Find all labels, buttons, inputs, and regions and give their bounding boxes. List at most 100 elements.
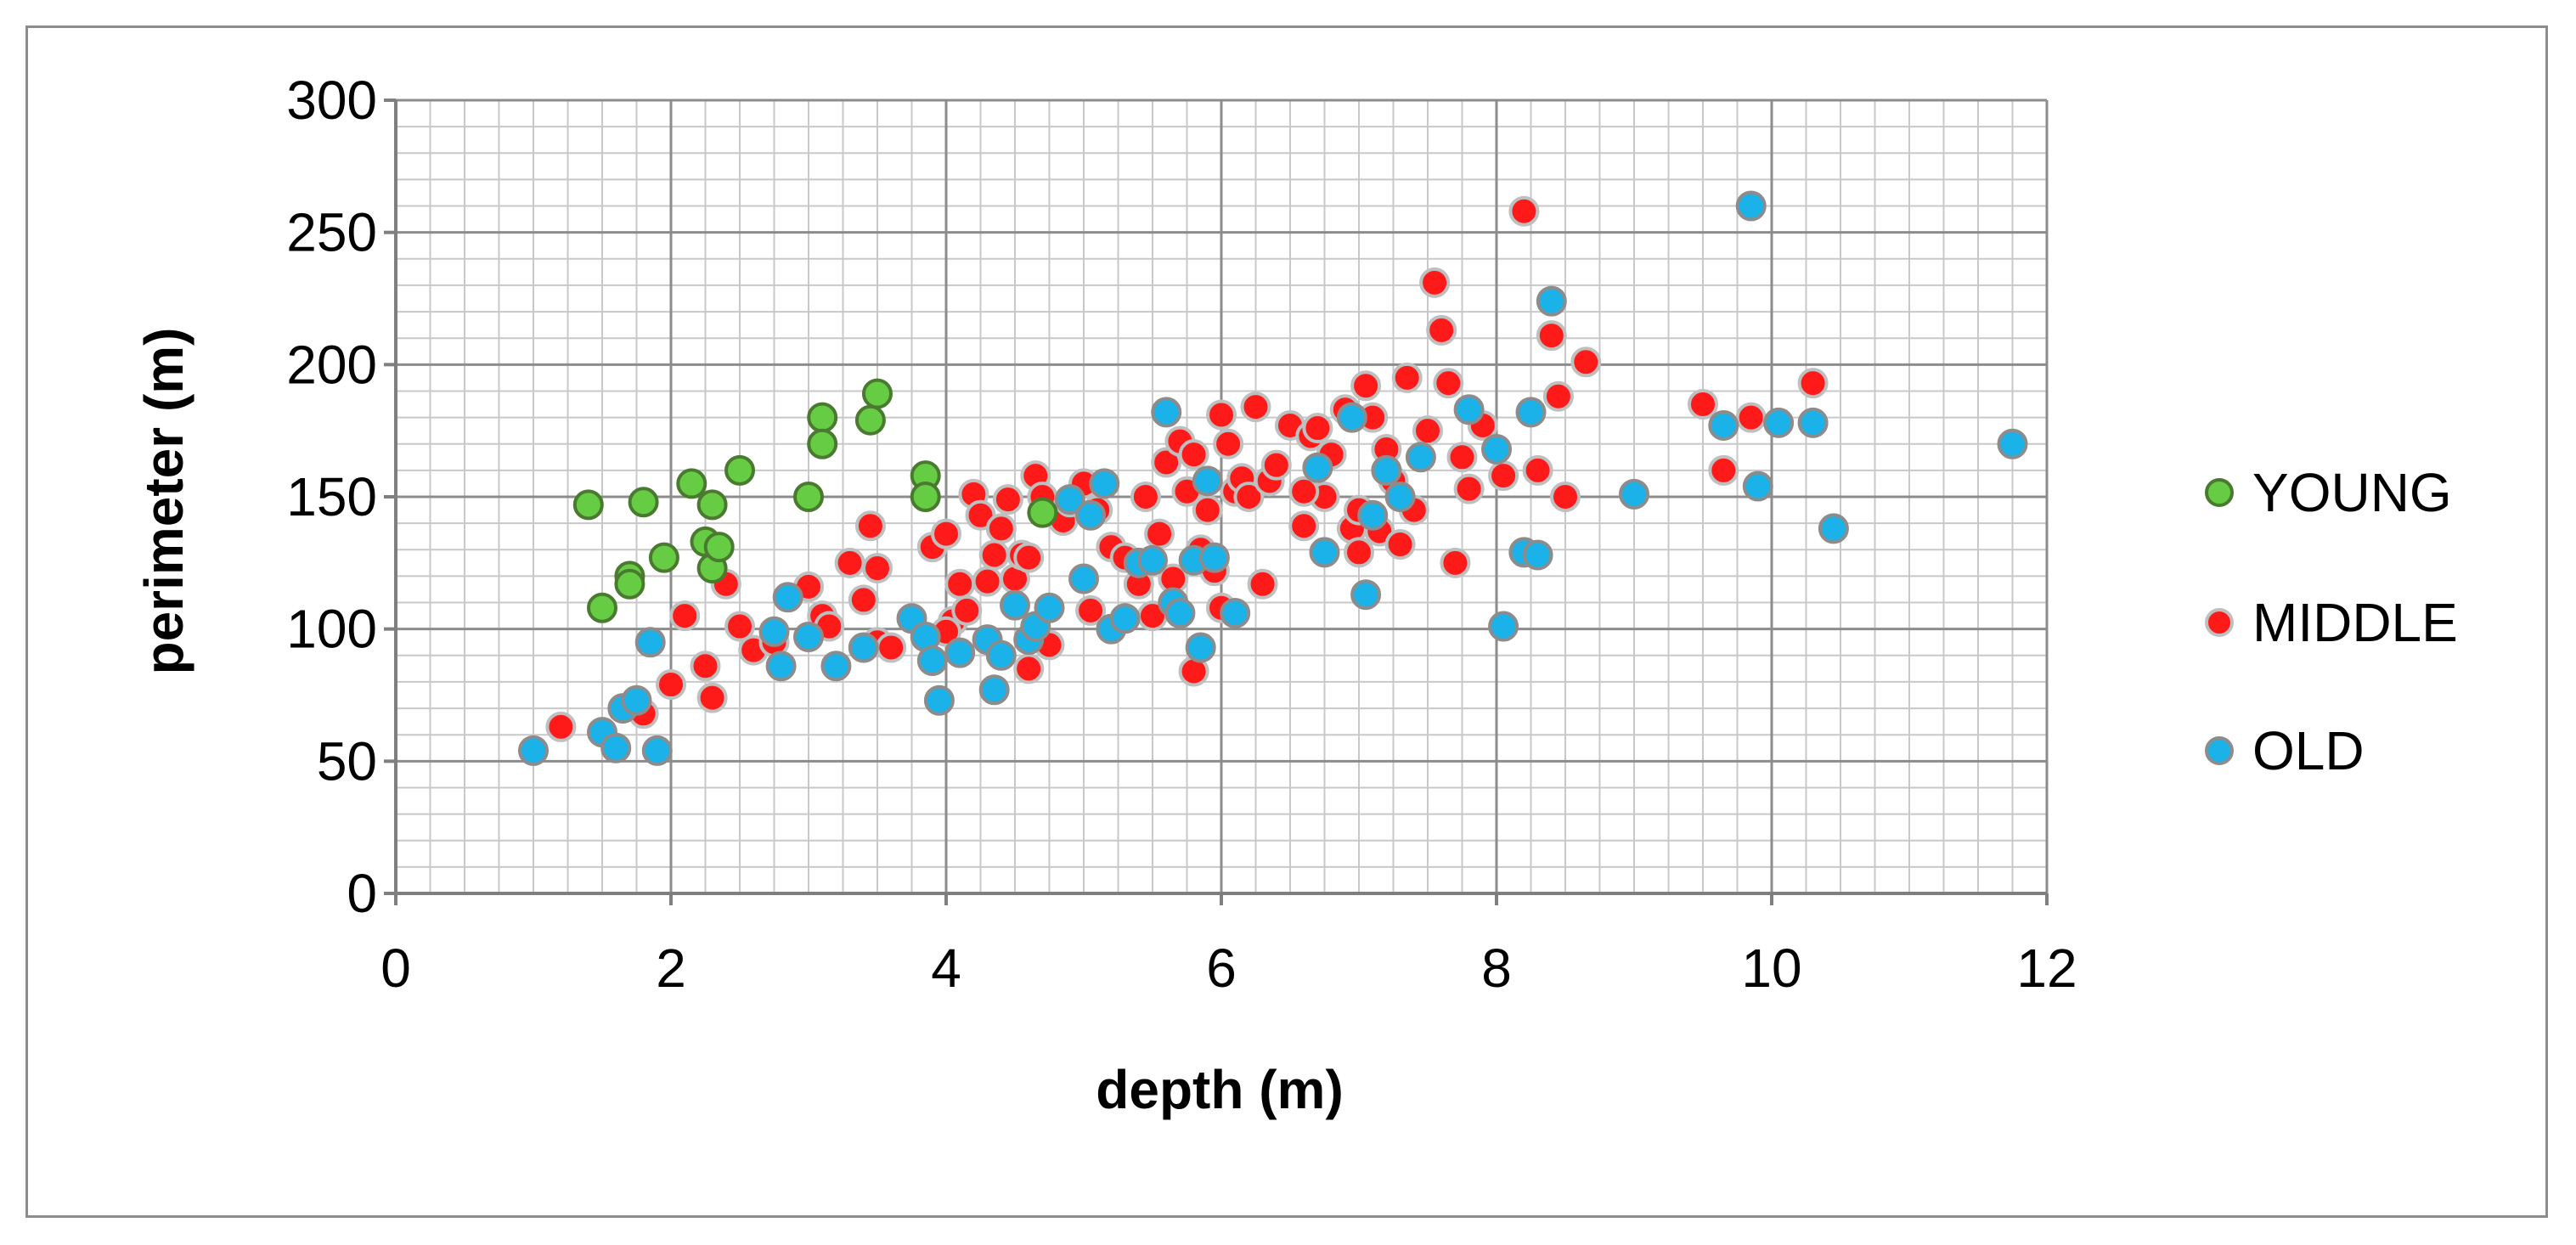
legend-item-middle: MIDDLE bbox=[2205, 592, 2458, 653]
point-old bbox=[1336, 402, 1367, 433]
y-tick-label: 100 bbox=[286, 599, 377, 660]
legend-label-middle: MIDDLE bbox=[2252, 592, 2458, 653]
point-old bbox=[1034, 592, 1065, 623]
point-old bbox=[1151, 397, 1182, 428]
point-middle bbox=[1206, 399, 1237, 431]
point-old bbox=[944, 637, 976, 668]
point-middle bbox=[1419, 267, 1451, 298]
point-young bbox=[696, 489, 728, 521]
point-middle bbox=[972, 566, 1003, 597]
point-old bbox=[1350, 579, 1382, 611]
point-middle bbox=[1446, 442, 1478, 473]
point-middle bbox=[1536, 320, 1567, 352]
point-young bbox=[862, 378, 893, 409]
point-middle bbox=[992, 484, 1023, 515]
point-middle bbox=[1013, 653, 1045, 684]
legend-marker-young bbox=[2205, 478, 2234, 507]
y-tick-label: 300 bbox=[286, 70, 377, 131]
point-old bbox=[923, 684, 955, 716]
point-middle bbox=[985, 513, 1017, 544]
point-old bbox=[1137, 544, 1168, 576]
y-tick-label: 250 bbox=[286, 202, 377, 263]
point-middle bbox=[1192, 494, 1223, 526]
point-old bbox=[1054, 484, 1085, 515]
point-middle bbox=[656, 669, 686, 701]
point-old bbox=[765, 651, 797, 682]
point-old bbox=[1164, 597, 1196, 628]
point-middle bbox=[1433, 368, 1464, 399]
tick-labels: 0 2 4 6 8 10 12 0 50 100 150 200 250 300 bbox=[286, 70, 2077, 999]
series-young bbox=[572, 378, 1058, 623]
point-middle bbox=[1075, 594, 1107, 626]
point-middle bbox=[1013, 542, 1045, 573]
point-middle bbox=[669, 600, 701, 632]
point-old bbox=[772, 582, 803, 613]
point-middle bbox=[1735, 402, 1767, 433]
point-middle bbox=[1797, 368, 1829, 399]
point-middle bbox=[1302, 413, 1333, 444]
point-middle bbox=[1350, 370, 1382, 402]
point-old bbox=[621, 684, 652, 716]
point-old bbox=[1735, 190, 1767, 222]
legend-marker-middle bbox=[2205, 608, 2234, 637]
point-middle bbox=[724, 611, 755, 642]
point-middle bbox=[931, 518, 961, 549]
point-middle bbox=[1708, 454, 1739, 486]
point-old bbox=[1220, 597, 1251, 628]
point-middle bbox=[1412, 415, 1443, 447]
point-middle bbox=[545, 711, 577, 742]
point-middle bbox=[1384, 529, 1416, 561]
point-middle bbox=[1522, 454, 1553, 486]
point-middle bbox=[944, 568, 976, 600]
point-middle bbox=[978, 539, 1010, 571]
point-young bbox=[648, 542, 679, 573]
point-old bbox=[848, 632, 879, 663]
point-middle bbox=[854, 510, 886, 542]
legend-item-old: OLD bbox=[2205, 720, 2365, 781]
point-old bbox=[1068, 563, 1099, 594]
point-young bbox=[1027, 497, 1058, 528]
point-middle bbox=[862, 553, 893, 584]
point-old bbox=[1075, 499, 1107, 531]
point-old bbox=[985, 639, 1017, 671]
point-middle bbox=[848, 584, 879, 616]
point-young bbox=[724, 454, 755, 486]
point-old bbox=[1818, 513, 1849, 544]
legend-label-old: OLD bbox=[2252, 720, 2365, 781]
point-young bbox=[703, 532, 735, 563]
legend-item-young: YOUNG bbox=[2205, 462, 2452, 523]
legend-label-young: YOUNG bbox=[2252, 462, 2452, 523]
point-middle bbox=[690, 651, 721, 682]
point-middle bbox=[1550, 482, 1581, 512]
y-tick-label: 50 bbox=[317, 730, 377, 792]
legend-marker-old bbox=[2205, 736, 2234, 765]
point-middle bbox=[1213, 428, 1244, 459]
chart-frame bbox=[25, 25, 2548, 1218]
point-young bbox=[854, 404, 886, 436]
point-middle bbox=[1453, 473, 1485, 504]
y-tick-label: 150 bbox=[286, 466, 377, 527]
point-old bbox=[1708, 409, 1739, 441]
data-points bbox=[518, 190, 2028, 766]
x-tick-label: 6 bbox=[1206, 938, 1237, 999]
point-middle bbox=[1570, 346, 1602, 378]
point-old bbox=[1997, 428, 2028, 459]
point-old bbox=[518, 735, 549, 766]
point-old bbox=[1109, 603, 1141, 634]
y-axis-title: perimeter (m) bbox=[133, 328, 194, 675]
point-middle bbox=[1247, 568, 1278, 600]
point-old bbox=[793, 622, 824, 653]
x-tick-label: 12 bbox=[2016, 938, 2077, 999]
point-old bbox=[1405, 442, 1436, 473]
point-middle bbox=[696, 682, 728, 713]
point-old bbox=[1089, 468, 1120, 499]
point-old bbox=[1000, 589, 1030, 621]
point-young bbox=[807, 402, 838, 433]
point-middle bbox=[1178, 439, 1209, 470]
point-old bbox=[1797, 407, 1829, 438]
point-old bbox=[1192, 465, 1223, 497]
point-old bbox=[641, 735, 673, 766]
point-young bbox=[587, 592, 617, 623]
point-old bbox=[1302, 452, 1333, 483]
